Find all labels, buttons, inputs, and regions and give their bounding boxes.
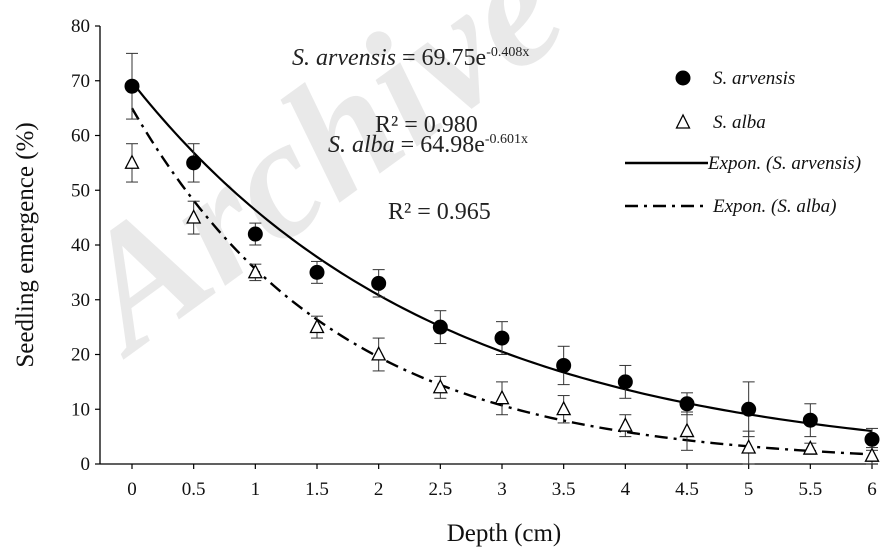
x-tick-label: 5.5	[798, 479, 822, 500]
data-point-arvensis	[124, 78, 140, 94]
data-point-alba	[556, 400, 572, 416]
y-tick-label: 70	[71, 71, 90, 92]
y-tick-label: 30	[71, 290, 90, 311]
data-point-alba	[186, 209, 202, 224]
data-point-arvensis	[186, 155, 202, 171]
x-axis-title: Depth (cm)	[447, 520, 562, 547]
x-tick-label: 3.5	[552, 479, 576, 500]
x-tick-label: 1	[251, 479, 261, 500]
data-point-arvensis	[494, 330, 510, 346]
y-tick-label: 60	[71, 126, 90, 147]
equation-arvensis: S. arvensis = 69.75e-0.408x	[292, 45, 530, 71]
x-tick-label: 1.5	[305, 479, 329, 500]
y-tick-label: 20	[71, 345, 90, 366]
data-point-alba	[741, 438, 757, 454]
y-axis-title: Seedling emergence (%)	[12, 122, 39, 367]
x-tick-label: 2	[374, 479, 384, 500]
data-point-alba	[864, 447, 880, 462]
equation-alba: S. alba = 64.98e-0.601x	[328, 132, 529, 158]
data-point-arvensis	[679, 396, 695, 412]
y-tick-label: 50	[71, 180, 90, 201]
data-point-arvensis	[741, 401, 757, 417]
data-point-arvensis	[247, 226, 263, 242]
y-tick-label: 0	[81, 454, 91, 475]
x-tick-label: 6	[867, 479, 877, 500]
data-point-alba	[371, 345, 387, 361]
data-point-arvensis	[309, 264, 325, 280]
x-tick-label: 3	[497, 479, 507, 500]
data-point-arvensis	[556, 357, 572, 373]
data-point-alba	[494, 389, 510, 405]
x-tick-label: 4	[621, 479, 631, 500]
y-tick-label: 10	[71, 399, 90, 420]
x-tick-label: 0	[127, 479, 137, 500]
data-point-arvensis	[432, 319, 448, 335]
legend-marker-alba	[675, 113, 691, 129]
data-point-arvensis	[617, 374, 633, 390]
x-tick-label: 2.5	[428, 479, 452, 500]
x-tick-label: 5	[744, 479, 754, 500]
x-tick-label: 0.5	[182, 479, 206, 500]
y-tick-label: 40	[71, 235, 90, 256]
y-tick-label: 80	[71, 16, 90, 37]
legend-label-expon-arvensis: Expon. (S. arvensis)	[708, 153, 862, 174]
data-point-alba	[432, 378, 448, 394]
data-point-alba	[309, 318, 325, 334]
data-point-alba	[617, 417, 633, 432]
data-point-arvensis	[371, 275, 387, 291]
legend-label-expon-alba: Expon. (S. alba)	[713, 196, 837, 217]
legend-marker-arvensis	[675, 70, 691, 86]
data-point-alba	[124, 154, 140, 169]
r2-arvensis: R² = 0.980	[375, 112, 478, 138]
data-point-arvensis	[802, 412, 818, 428]
data-point-alba	[802, 440, 818, 455]
data-point-alba	[247, 263, 263, 279]
legend-label-arvensis: S. arvensis	[713, 68, 796, 89]
data-point-alba	[679, 422, 695, 438]
data-point-arvensis	[864, 431, 880, 447]
legend-label-alba: S. alba	[713, 112, 766, 133]
r2-alba: R² = 0.965	[388, 199, 491, 225]
x-tick-label: 4.5	[675, 479, 699, 500]
